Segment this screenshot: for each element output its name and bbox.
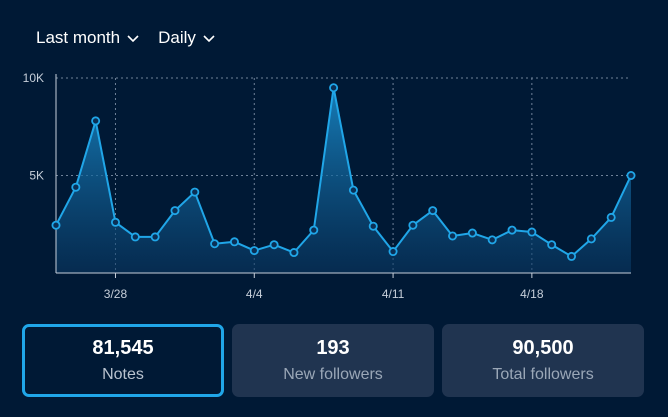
data-point: [91, 116, 101, 126]
data-point: [428, 206, 438, 216]
stat-value: 81,545: [92, 337, 154, 359]
data-point: [487, 235, 497, 245]
stat-label: Total followers: [492, 366, 594, 383]
y-tick-label: 10K: [23, 71, 44, 85]
chevron-down-icon: [127, 35, 139, 43]
range-dropdown[interactable]: Last month: [36, 28, 140, 48]
stat-card-total-followers[interactable]: 90,500 Total followers: [442, 324, 644, 397]
stat-value: 193: [316, 337, 350, 359]
stat-card-new-followers[interactable]: 193 New followers: [232, 324, 434, 397]
data-point: [547, 240, 557, 250]
x-tick-label: 4/18: [520, 287, 544, 301]
data-point: [507, 225, 517, 235]
data-point: [567, 251, 577, 261]
data-point: [586, 234, 596, 244]
data-point: [348, 185, 358, 195]
data-point: [606, 212, 616, 222]
range-dropdown-label: Last month: [36, 28, 121, 47]
data-point: [210, 239, 220, 249]
stat-value: 90,500: [512, 337, 574, 359]
data-point: [527, 227, 537, 237]
data-point: [51, 220, 61, 230]
stat-card-notes[interactable]: 81,545 Notes: [22, 324, 224, 397]
data-point: [269, 240, 279, 250]
stat-label: Notes: [102, 366, 144, 383]
stats-cards: 81,545 Notes 193 New followers 90,500 To…: [22, 324, 644, 397]
x-tick-label: 3/28: [104, 287, 128, 301]
data-point: [130, 232, 140, 242]
filter-bar: Last month Daily: [36, 28, 216, 48]
data-point: [150, 232, 160, 242]
data-point: [329, 83, 339, 93]
data-point: [249, 246, 259, 256]
granularity-dropdown[interactable]: Daily: [158, 28, 216, 48]
data-point: [448, 231, 458, 241]
data-point: [309, 225, 319, 235]
data-point: [170, 206, 180, 216]
data-point: [467, 228, 477, 238]
series-area: [56, 87, 631, 273]
data-point: [408, 220, 418, 230]
data-point: [71, 182, 81, 192]
data-point: [110, 217, 120, 227]
data-point: [229, 237, 239, 247]
stat-label: New followers: [283, 366, 383, 383]
data-point: [368, 221, 378, 231]
data-point: [626, 171, 636, 181]
x-tick-label: 4/11: [382, 287, 405, 301]
granularity-dropdown-label: Daily: [158, 28, 196, 47]
activity-chart: 10K 5K 3/28 4/4 4/11 4/18: [23, 71, 636, 301]
chevron-down-icon: [203, 35, 215, 43]
data-point: [388, 247, 398, 257]
y-tick-label: 5K: [29, 169, 44, 183]
data-point: [190, 187, 200, 197]
data-point: [289, 248, 299, 258]
x-tick-label: 4/4: [246, 287, 263, 301]
